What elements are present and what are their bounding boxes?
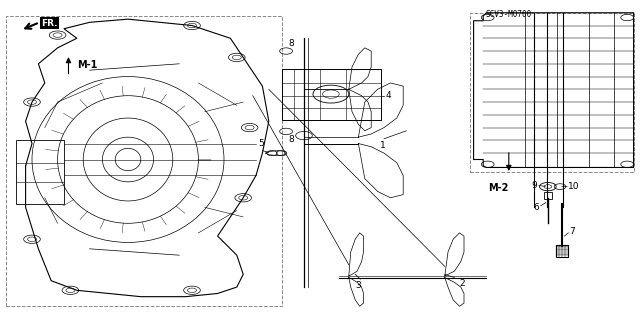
Text: 1: 1 bbox=[380, 141, 385, 150]
Text: 2: 2 bbox=[460, 279, 465, 288]
Bar bbox=[282, 69, 381, 120]
Text: 10: 10 bbox=[568, 182, 580, 191]
Text: M-2: M-2 bbox=[488, 183, 508, 193]
Text: 7: 7 bbox=[570, 227, 575, 236]
Text: M-1: M-1 bbox=[77, 60, 97, 70]
Text: FR.: FR. bbox=[42, 19, 58, 28]
Text: SCV3-M0700: SCV3-M0700 bbox=[486, 10, 532, 19]
Bar bbox=[556, 245, 568, 257]
Text: 5: 5 bbox=[259, 139, 264, 148]
Text: 3: 3 bbox=[356, 281, 361, 290]
Bar bbox=[6, 16, 282, 306]
Text: 8: 8 bbox=[289, 135, 294, 144]
Bar bbox=[544, 192, 552, 199]
Text: 4: 4 bbox=[385, 91, 391, 100]
Bar bbox=[16, 140, 64, 204]
Text: 6: 6 bbox=[533, 203, 539, 212]
Text: 8: 8 bbox=[289, 39, 294, 48]
Text: 9: 9 bbox=[532, 181, 538, 190]
Bar bbox=[470, 13, 634, 172]
